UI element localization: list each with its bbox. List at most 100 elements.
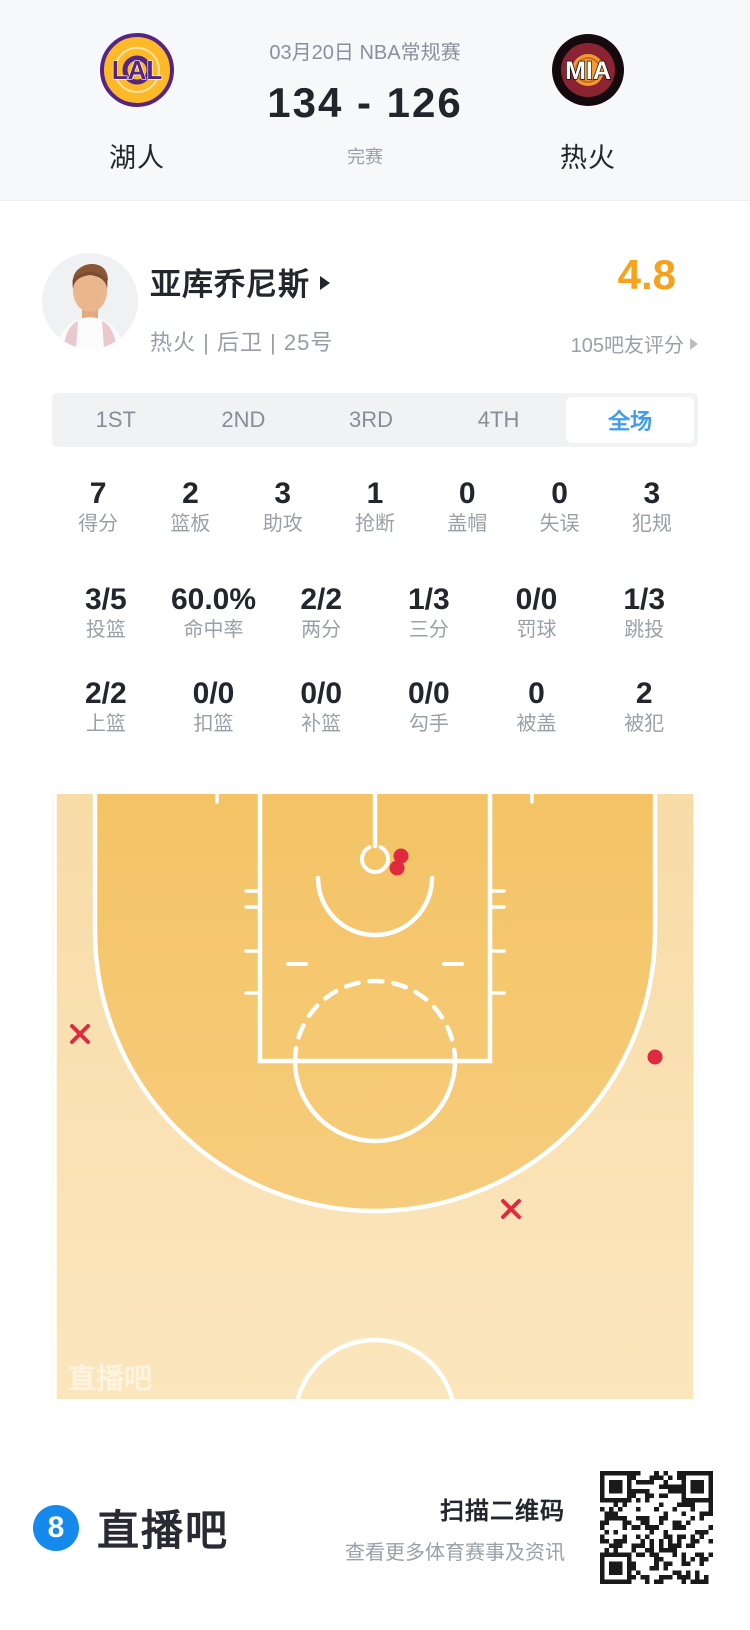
stat-value: 0/0 (515, 583, 558, 616)
player-info: 热火 | 后卫 | 25号 (150, 330, 334, 355)
stat-label: 三分 (408, 619, 449, 641)
rating-source-link[interactable]: 105吧友评分 (571, 329, 698, 358)
stat-label: 上篮 (85, 713, 126, 735)
made-shot-marker (393, 848, 409, 864)
missed-shot-marker (501, 1199, 521, 1219)
away-team: MIA 热火 (503, 0, 673, 175)
stat-label: 被犯 (624, 713, 665, 735)
player-avatar (42, 253, 138, 349)
stat-cell-罚球: 0/0 罚球 (483, 583, 591, 643)
stat-cell-上篮: 2/2 上篮 (52, 677, 160, 737)
away-team-name: 热火 (560, 143, 616, 173)
stat-value: 0/0 (192, 677, 235, 710)
stat-cell-扣篮: 0/0 扣篮 (160, 677, 268, 737)
stat-cell-篮板: 2 篮板 (144, 477, 236, 537)
home-team: LAL 湖人 (52, 0, 222, 175)
stat-cell-犯规: 3 犯规 (606, 477, 698, 537)
match-status: 完赛 (347, 147, 383, 167)
stat-cell-被犯: 2 被犯 (590, 677, 698, 737)
quarter-tab-bar: 1ST 2ND 3RD 4TH 全场 (52, 393, 698, 447)
stat-value: 1 (366, 477, 384, 510)
stat-label: 补篮 (301, 713, 342, 735)
lakers-logo-icon: LAL (100, 33, 174, 107)
stat-cell-失误: 0 失误 (513, 477, 605, 537)
stat-value: 7 (89, 477, 107, 510)
stat-label: 被盖 (516, 713, 557, 735)
stat-value: 2/2 (300, 583, 343, 616)
stat-value: 3/5 (84, 583, 127, 616)
stat-label: 失误 (539, 513, 580, 535)
stat-cell-助攻: 3 助攻 (237, 477, 329, 537)
match-header: LAL 湖人 03月20日 NBA常规赛 134 - 126 完赛 MIA 热火 (0, 0, 750, 201)
player-rating: 4.8 (617, 251, 676, 298)
player-card: 亚库乔尼斯 热火 | 后卫 | 25号 4.8 105吧友评分 (0, 201, 750, 393)
match-info: 03月20日 NBA常规赛 134 - 126 完赛 (200, 0, 530, 169)
court-three-point-area (95, 794, 655, 1211)
shot-chart-court: 直播吧 (52, 794, 698, 1399)
stat-value: 0/0 (407, 677, 450, 710)
player-name-link[interactable]: 亚库乔尼斯 (150, 259, 330, 304)
stat-label: 盖帽 (447, 513, 488, 535)
svg-text:MIA: MIA (565, 57, 611, 85)
stat-cell-抢断: 1 抢断 (329, 477, 421, 537)
stat-cell-跳投: 1/3 跳投 (590, 583, 698, 643)
missed-shot-marker (70, 1024, 90, 1044)
stat-value: 3 (274, 477, 292, 510)
brand: 8 直播吧 (33, 1497, 229, 1558)
made-shot-marker (389, 860, 405, 876)
heat-logo-icon: MIA (552, 34, 624, 106)
stat-label: 得分 (78, 513, 119, 535)
stat-value: 3 (643, 477, 661, 510)
stat-value: 0 (528, 677, 545, 710)
stat-label: 抢断 (354, 513, 395, 535)
match-score: 134 - 126 (267, 79, 463, 126)
made-shot-marker (647, 1049, 663, 1065)
tab-2nd[interactable]: 2ND (221, 407, 266, 432)
chevron-right-icon (690, 337, 698, 350)
stat-cell-命中率: 60.0% 命中率 (160, 583, 268, 643)
court-lines (52, 794, 698, 1399)
stat-label: 篮板 (170, 513, 211, 535)
tab-3rd[interactable]: 3RD (348, 407, 393, 432)
home-team-name: 湖人 (109, 143, 165, 173)
qr-code (600, 1471, 713, 1584)
stat-label: 勾手 (408, 713, 449, 735)
stat-cell-两分: 2/2 两分 (267, 583, 375, 643)
stat-value: 0/0 (300, 677, 343, 710)
stat-cell-三分: 1/3 三分 (375, 583, 483, 643)
stat-label: 命中率 (183, 619, 244, 641)
stat-label: 扣篮 (193, 713, 234, 735)
stat-value: 2 (182, 477, 199, 510)
stat-value: 0 (551, 477, 568, 510)
brand-name: 直播吧 (97, 1507, 230, 1554)
stat-cell-盖帽: 0 盖帽 (421, 477, 513, 537)
tab-全场[interactable]: 全场 (566, 397, 694, 443)
qr-subtitle: 查看更多体育赛事及资讯 (345, 1541, 565, 1564)
stat-cell-勾手: 0/0 勾手 (375, 677, 483, 737)
stats-row-shooting: 3/5 投篮 60.0% 命中率 2/2 两分 1/3 三分 0/0 罚球 1/3 跳投 (52, 583, 698, 643)
player-name: 亚库乔尼斯 (150, 267, 310, 302)
stat-value: 2 (635, 677, 653, 710)
match-date: 03月20日 NBA常规赛 (269, 42, 461, 64)
svg-text:LAL: LAL (112, 55, 163, 85)
rating-source-label: 105吧友评分 (570, 335, 684, 357)
qr-caption: 扫描二维码 查看更多体育赛事及资讯 (345, 1491, 565, 1565)
stat-label: 犯规 (631, 513, 672, 535)
stat-cell-被盖: 0 被盖 (483, 677, 591, 737)
tab-1st[interactable]: 1ST (95, 407, 136, 432)
stat-value: 1/3 (407, 583, 450, 616)
stat-label: 投篮 (85, 619, 126, 641)
stat-value: 1/3 (623, 583, 666, 616)
court-watermark: 直播吧 (68, 1363, 152, 1394)
stat-label: 跳投 (624, 619, 665, 641)
qr-title: 扫描二维码 (440, 1497, 565, 1525)
stat-cell-得分: 7 得分 (52, 477, 144, 537)
stats-row-shot-types: 2/2 上篮 0/0 扣篮 0/0 补篮 0/0 勾手 0 被盖 2 被犯 (52, 677, 698, 737)
stat-label: 两分 (301, 619, 342, 641)
stat-cell-投篮: 3/5 投篮 (52, 583, 160, 643)
tab-4th[interactable]: 4TH (477, 407, 520, 432)
zhibo8-logo-icon: 8 (33, 1504, 79, 1551)
footer: 8 直播吧 扫描二维码 查看更多体育赛事及资讯 (0, 1399, 750, 1630)
stat-value: 60.0% (170, 583, 257, 616)
stat-cell-补篮: 0/0 补篮 (267, 677, 375, 737)
